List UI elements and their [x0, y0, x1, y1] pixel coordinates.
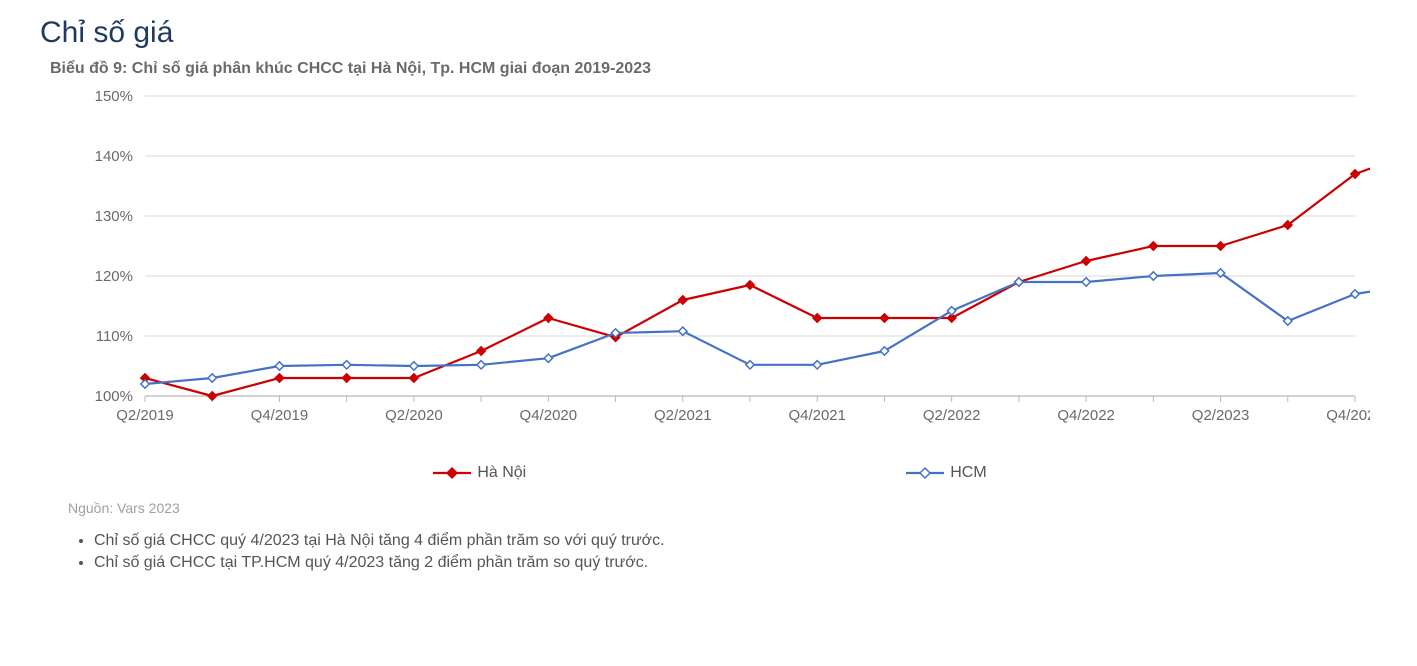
series-marker	[1149, 272, 1157, 280]
series-marker	[813, 314, 821, 322]
series-marker	[141, 380, 149, 388]
series-marker	[880, 314, 888, 322]
page-root: Chỉ số giá Biểu đồ 9: Chỉ số giá phân kh…	[0, 0, 1417, 666]
x-tick-label: Q2/2020	[385, 407, 443, 424]
x-tick-label: Q2/2022	[923, 407, 981, 424]
notes-list: Chỉ số giá CHCC quý 4/2023 tại Hà Nội tă…	[74, 530, 1387, 573]
series-marker	[544, 354, 552, 362]
series-marker	[275, 362, 283, 370]
y-tick-label: 110%	[96, 328, 133, 345]
series-marker	[746, 281, 754, 289]
series-marker	[477, 361, 485, 369]
y-tick-label: 150%	[95, 88, 133, 105]
x-tick-label: Q4/2020	[520, 407, 578, 424]
notes-item: Chỉ số giá CHCC tại TP.HCM quý 4/2023 tă…	[94, 552, 1387, 574]
chart-svg: 100% 110% 120% 130% 140% 150% Q2/2019 Q4/2019 Q2…	[50, 86, 1370, 446]
series-marker	[679, 327, 687, 335]
series-marker	[410, 362, 418, 370]
notes-item: Chỉ số giá CHCC quý 4/2023 tại Hà Nội tă…	[94, 530, 1387, 552]
series-marker	[746, 361, 754, 369]
series-marker	[410, 374, 418, 382]
series-marker	[1015, 278, 1023, 286]
series-marker	[208, 374, 216, 382]
series-marker	[679, 296, 687, 304]
chart-subtitle: Biểu đồ 9: Chỉ số giá phân khúc CHCC tại…	[50, 60, 1387, 78]
legend-item: Hà Nội	[433, 464, 526, 482]
series-marker	[1351, 290, 1359, 298]
x-tick-label: Q4/2019	[251, 407, 309, 424]
price-index-chart: 100% 110% 120% 130% 140% 150% Q2/2019 Q4/2019 Q2…	[50, 86, 1370, 446]
series-marker	[1082, 278, 1090, 286]
legend-swatch	[433, 466, 471, 480]
series-marker	[208, 392, 216, 400]
x-tick-label: Q4/2022	[1057, 407, 1115, 424]
series-marker	[1082, 257, 1090, 265]
series-marker	[477, 347, 485, 355]
x-tick-label: Q4/2023	[1326, 407, 1370, 424]
y-tick-label: 120%	[95, 268, 133, 285]
legend-label: HCM	[950, 464, 986, 482]
series-marker	[1216, 242, 1224, 250]
series-marker	[1149, 242, 1157, 250]
x-tick-label: Q2/2019	[116, 407, 174, 424]
y-tick-label: 100%	[95, 388, 133, 405]
legend-item: HCM	[906, 464, 986, 482]
x-tick-label: Q2/2023	[1192, 407, 1250, 424]
series-marker	[275, 374, 283, 382]
page-title: Chỉ số giá	[40, 16, 1387, 50]
series-marker	[342, 361, 350, 369]
chart-source: Nguồn: Vars 2023	[68, 500, 1387, 516]
y-tick-label: 140%	[95, 148, 133, 165]
y-tick-label: 130%	[95, 208, 133, 225]
legend-label: Hà Nội	[477, 464, 526, 482]
legend-swatch	[906, 466, 944, 480]
series-marker	[544, 314, 552, 322]
series-marker	[813, 361, 821, 369]
series-marker	[342, 374, 350, 382]
series-line	[145, 150, 1370, 396]
x-tick-label: Q2/2021	[654, 407, 712, 424]
x-tick-label: Q4/2021	[788, 407, 846, 424]
chart-legend: Hà Nội HCM	[50, 464, 1370, 482]
